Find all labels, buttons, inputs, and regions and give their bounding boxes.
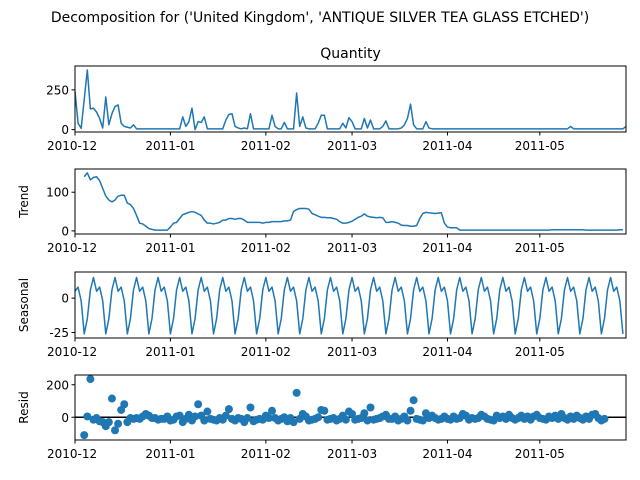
trend-xtick-label: 2011-01 [145,241,195,255]
resid-panel: 0 200 2010-12 2011-01 2011-02 2011-03 2011-04 2… [17,374,627,461]
seasonal-ytick-label: -25 [49,326,69,340]
resid-point [107,394,116,403]
resid-point [200,416,209,425]
observed-xtick-label: 2011-01 [145,139,195,153]
resid-point [289,418,298,427]
resid-point [406,406,415,415]
seasonal-xtick-label: 2011-03 [327,345,377,359]
observed-panel: 0 250 2010-12 2011-01 2011-02 2011-03 2011-04 2… [46,46,627,153]
resid-xtick-label: 2011-02 [241,447,291,461]
resid-point [264,414,273,423]
resid-point [292,388,301,397]
resid-xtick-label: 2011-04 [422,447,472,461]
resid-point [104,418,113,427]
figure-suptitle: Decomposition for ('United Kingdom', 'AN… [51,10,589,26]
resid-point [341,415,350,424]
trend-ytick-label: 100 [46,186,69,200]
observed-series-line [74,69,627,131]
resid-point [194,400,203,409]
resid-point [600,414,609,423]
resid-point [243,414,252,423]
resid-ylabel: Resid [17,391,31,423]
resid-point [314,413,323,422]
resid-point [409,396,418,405]
resid-ytick-label: 0 [61,411,69,425]
trend-ylabel: Trend [17,185,31,219]
observed-axes-frame [74,65,627,133]
observed-xtick-label: 2011-02 [241,139,291,153]
observed-xtick-label: 2011-03 [327,139,377,153]
trend-xtick-label: 2011-04 [422,241,472,255]
trend-axes-frame [74,168,627,235]
trend-panel: 0 100 2010-12 2011-01 2011-02 2011-03 2011-04 2… [17,168,627,255]
observed-title: Quantity [320,46,381,62]
trend-series-line [83,172,623,231]
resid-point [83,412,92,421]
trend-ytick-label: 0 [61,224,69,238]
resid-axes-frame [74,374,627,441]
resid-point [175,411,184,420]
seasonal-ylabel: Seasonal [17,278,31,332]
resid-point [120,400,129,409]
seasonal-ytick-label: 0 [61,292,69,306]
seasonal-xtick-label: 2011-02 [241,345,291,359]
seasonal-xtick-label: 2011-01 [145,345,195,359]
resid-point [191,412,200,421]
resid-point [366,403,375,412]
seasonal-panel: -25 0 2010-12 2011-01 2011-02 2011-03 2011-04 2… [17,271,627,359]
seasonal-xtick-label: 2010-12 [47,345,97,359]
resid-point [360,409,369,418]
resid-point [86,375,95,384]
seasonal-axes-frame [74,271,627,339]
trend-xtick-label: 2011-02 [241,241,291,255]
observed-xtick-label: 2011-05 [515,139,565,153]
trend-xtick-label: 2011-03 [327,241,377,255]
trend-xtick-label: 2011-05 [515,241,565,255]
seasonal-series-line [74,276,624,335]
resid-point [403,416,412,425]
observed-xtick-label: 2010-12 [47,139,97,153]
resid-ytick-label: 200 [46,378,69,392]
observed-ytick-label: 0 [61,123,69,137]
observed-xtick-label: 2011-04 [422,139,472,153]
resid-xtick-label: 2011-03 [327,447,377,461]
resid-point [80,431,89,440]
seasonal-xtick-label: 2011-05 [515,345,565,359]
resid-point [114,419,123,428]
resid-point [363,416,372,425]
trend-xtick-label: 2010-12 [47,241,97,255]
resid-point [203,407,212,416]
resid-xtick-label: 2011-01 [145,447,195,461]
resid-xtick-label: 2010-12 [47,447,97,461]
resid-point [418,416,427,425]
resid-point [320,406,329,415]
resid-xtick-label: 2011-05 [515,447,565,461]
resid-point [268,406,277,415]
observed-ytick-label: 250 [46,83,69,97]
resid-point [111,426,120,435]
seasonal-xtick-label: 2011-04 [422,345,472,359]
resid-point [224,405,233,414]
resid-point [246,403,255,412]
resid-point [221,411,230,420]
